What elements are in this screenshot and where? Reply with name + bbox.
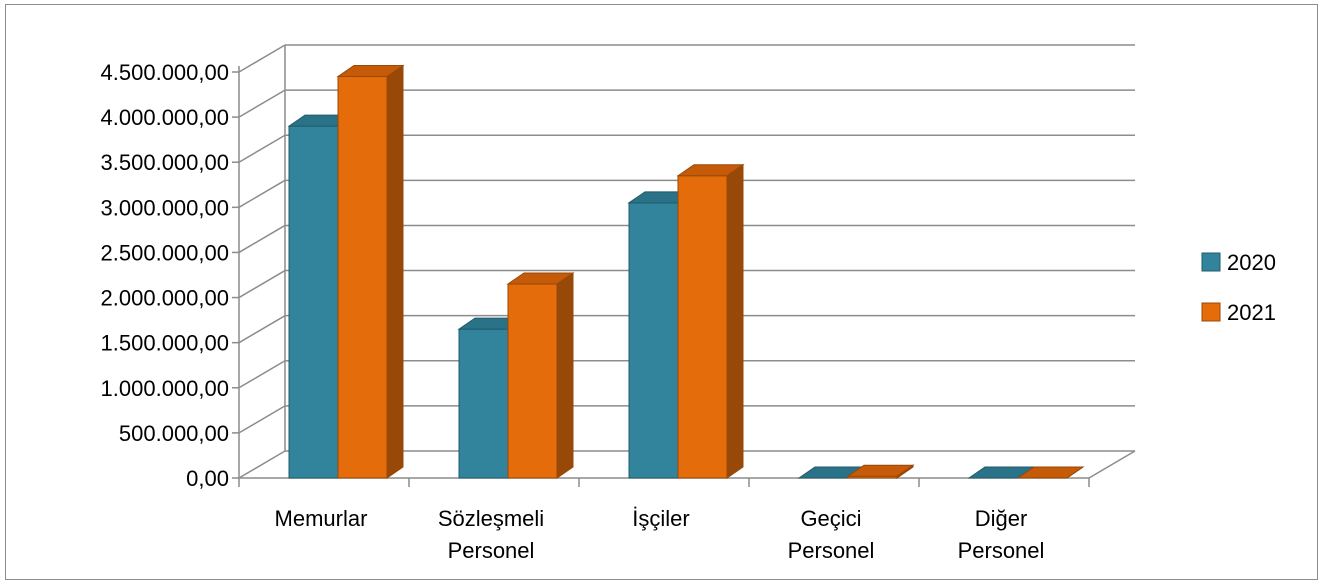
chart-frame: 0,00 500.000,00 1.000.000,00 1.500.000,00 2.… xyxy=(5,4,1318,580)
y-tick-label: 1.000.000,00 xyxy=(101,376,229,401)
y-tick-label: 4.500.000,00 xyxy=(101,60,229,85)
side-wall-gridline xyxy=(238,405,286,434)
x-category-label: İşçiler xyxy=(632,506,689,531)
legend-swatch-2021 xyxy=(1201,302,1221,322)
side-wall-gridline xyxy=(238,269,286,299)
bar-chart: 0,00 500.000,00 1.000.000,00 1.500.000,00 2.… xyxy=(101,44,1276,563)
bar-2021-2[interactable] xyxy=(676,163,745,479)
bar-front xyxy=(458,328,509,479)
y-tick-label: 0,00 xyxy=(186,466,229,491)
side-wall-gridline xyxy=(238,360,286,389)
bar-top xyxy=(676,164,745,177)
side-wall-gridline xyxy=(238,450,286,479)
y-tick-label: 3.000.000,00 xyxy=(101,195,229,220)
bar-top xyxy=(846,464,915,477)
y-tick-label: 4.000.000,00 xyxy=(101,105,229,130)
y-tick-label: 1.500.000,00 xyxy=(101,331,229,356)
legend-label-2020: 2020 xyxy=(1227,250,1276,275)
bar-front xyxy=(337,76,388,479)
side-wall-gridline xyxy=(238,134,286,163)
bar-side xyxy=(726,163,744,479)
bar-top xyxy=(506,272,575,285)
bar-2021-3[interactable] xyxy=(846,464,915,479)
bar-front xyxy=(288,125,339,479)
x-category-label: Memurlar xyxy=(275,506,368,531)
y-tick-label: 500.000,00 xyxy=(119,421,229,446)
x-category-label: Geçici xyxy=(800,506,861,531)
side-wall-gridline xyxy=(238,179,286,208)
bar-top xyxy=(336,65,405,78)
side-wall-gridline xyxy=(238,315,286,344)
bar-2021-1[interactable] xyxy=(506,272,575,479)
legend-label-2021: 2021 xyxy=(1227,300,1276,325)
side-wall-gridline xyxy=(238,44,286,73)
bar-front xyxy=(677,175,728,479)
bar-2021-0[interactable] xyxy=(336,64,405,479)
side-wall-gridline xyxy=(238,89,286,118)
y-tick-label: 2.000.000,00 xyxy=(101,286,229,311)
side-wall-gridline xyxy=(238,224,286,254)
floor-edge xyxy=(1088,450,1136,479)
bar-side xyxy=(386,64,404,479)
x-category-label: Personel xyxy=(448,538,535,563)
y-tick-label: 2.500.000,00 xyxy=(101,240,229,265)
x-category-label: Diğer xyxy=(975,506,1028,531)
x-category-label: Personel xyxy=(958,538,1045,563)
bar-2021-4[interactable] xyxy=(1016,466,1085,479)
legend-swatch-2020 xyxy=(1201,252,1221,272)
y-tick-label: 3.500.000,00 xyxy=(101,150,229,175)
x-category-label: Personel xyxy=(788,538,875,563)
bar-top xyxy=(1016,466,1085,479)
bar-side xyxy=(556,272,574,479)
bar-front xyxy=(628,202,679,479)
bar-front xyxy=(507,283,558,479)
x-category-label: Sözleşmeli xyxy=(438,506,544,531)
